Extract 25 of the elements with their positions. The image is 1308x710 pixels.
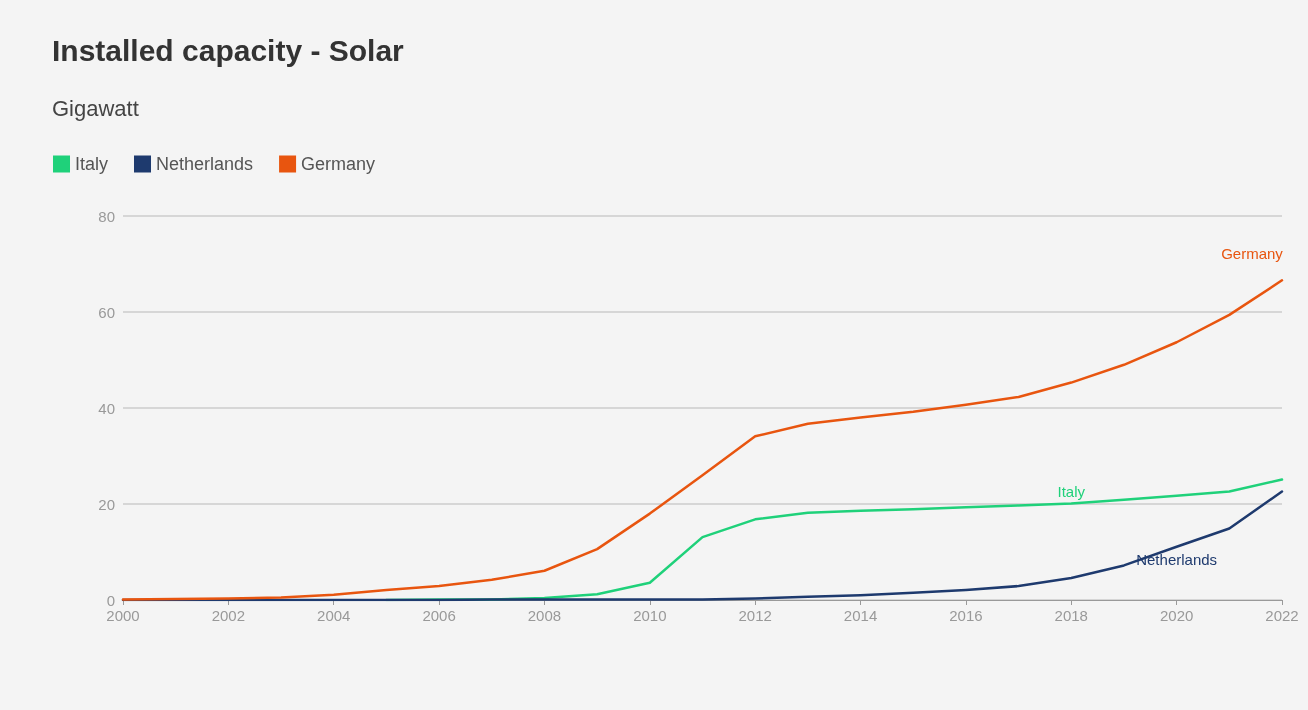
text: Germany xyxy=(1221,245,1283,263)
chart-title: Installed capacity - Solar xyxy=(52,33,405,67)
chart-subtitle: Gigawatt xyxy=(52,95,139,121)
x-tick-label: 2012 xyxy=(738,607,772,624)
x-tick-label: 2022 xyxy=(1265,607,1299,624)
y-tick-label: 60 xyxy=(98,303,115,321)
y-tick-label: 20 xyxy=(98,495,115,513)
x-tick-label: 2004 xyxy=(317,607,351,624)
y-tick-label: 0 xyxy=(106,591,115,609)
text: Italy xyxy=(1057,482,1086,500)
x-tick-label: 2018 xyxy=(1054,607,1088,624)
x-tick-label: 2006 xyxy=(422,607,456,624)
x-tick-label: 2002 xyxy=(211,607,246,624)
legend-label: Italy xyxy=(75,154,109,174)
x-tick-label: 2014 xyxy=(843,607,878,624)
x-tick-label: 2016 xyxy=(949,607,983,624)
legend-label: Germany xyxy=(301,154,376,174)
x-tick-label: 2010 xyxy=(633,607,667,624)
x-tick-label: 2020 xyxy=(1159,607,1194,624)
x-tick-label: 2000 xyxy=(106,607,140,624)
x-tick-label: 2008 xyxy=(527,607,562,624)
text: Netherlands xyxy=(1136,550,1218,568)
y-tick-label: 80 xyxy=(98,207,115,225)
legend-label: Netherlands xyxy=(156,154,254,174)
y-tick-label: 40 xyxy=(98,399,115,417)
